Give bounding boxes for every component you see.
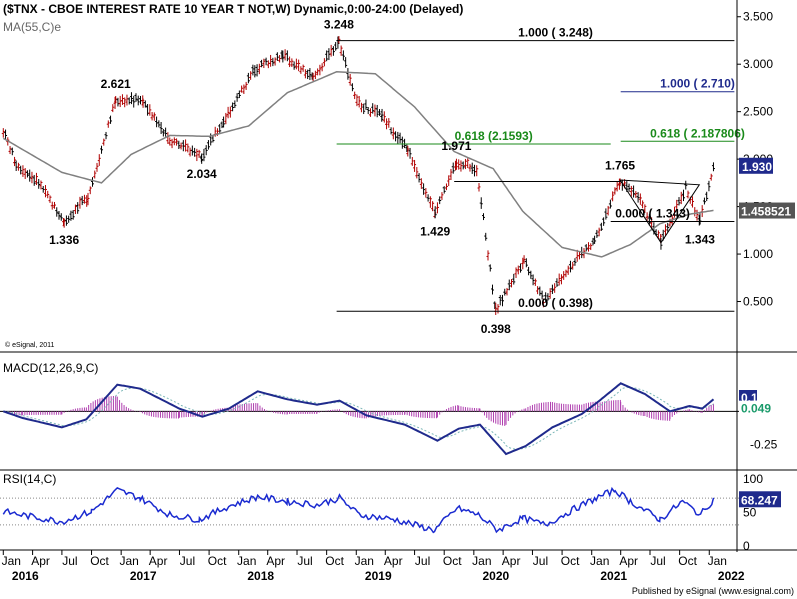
x-axis-month-label: Jul [180,554,195,568]
x-axis-month-label: Oct [561,554,580,568]
x-axis-month-label: Jan [119,554,138,568]
x-axis-month-label: Jan [2,554,21,568]
x-axis-month-label: Jan [590,554,609,568]
x-axis-year-label: 2019 [365,569,392,583]
x-axis-year-label: 2020 [482,569,509,583]
x-axis-month-label: Jul [297,554,312,568]
pivot-label: 2.621 [101,77,131,91]
x-axis-year-label: 2022 [718,569,745,583]
published-footer: Published by eSignal (www.esignal.com) [632,586,794,596]
pivot-label: 1.343 [685,233,715,247]
x-axis: Jan Apr Jul Oct Jan Apr Jul Oct Jan Apr Jul Oct Jan A… [2,0,745,583]
fibonacci-level-label: 0.000 ( 1.343) [615,207,690,221]
price-axis-label: 3.500 [743,10,773,24]
x-axis-year-label: 2017 [130,569,157,583]
macd-title: MACD(12,26,9,C) [3,361,98,375]
fibonacci-level-label: 1.000 ( 2.710) [660,77,735,91]
price-axis-label: 2.500 [743,105,773,119]
ma-value-box [739,202,795,219]
x-axis-month-label: Jan [237,554,256,568]
x-axis-month-label: Oct [678,554,697,568]
x-axis-month-label: Apr [619,554,638,568]
rsi-line [2,486,715,534]
x-axis-month-label: Apr [31,554,50,568]
signal-value-label: 0.049 [741,402,771,416]
ma-value-label: 1.458521 [741,205,791,219]
price-axis-label: 3.000 [743,57,773,71]
x-axis-month-label: Apr [266,554,285,568]
last-price-box [739,157,773,174]
copyright-label: © eSignal, 2011 [5,341,55,349]
price-axis-label: 1.000 [743,247,773,261]
x-axis-month-label: Jul [62,554,77,568]
rsi-axis-label: 100 [743,472,763,486]
macd-panel: MACD(12,26,9,C)0.10.049-0.25 [0,361,797,471]
x-axis-month-label: Jan [472,554,491,568]
pivot-label: 1.971 [441,139,471,153]
x-axis-month-label: Oct [443,554,462,568]
x-axis-month-label: Apr [502,554,521,568]
macd-axis-label: -0.25 [750,438,778,452]
fibonacci-level-label: 0.618 ( 2.187806) [650,126,745,140]
x-axis-month-label: Apr [149,554,168,568]
ma-55-line [2,71,714,258]
signal-value-box [739,400,773,417]
rsi-value-label: 68.247 [741,493,778,507]
x-axis-year-label: 2016 [12,569,39,583]
rsi-axis-label: 0 [743,539,750,553]
triangle-pattern [619,179,701,244]
pivot-label: 1.336 [49,233,79,247]
x-axis-month-label: Jul [650,554,665,568]
x-axis-month-label: Oct [208,554,227,568]
pivot-label: 1.765 [605,158,635,172]
x-axis-month-label: Jul [533,554,548,568]
rsi-value-box [739,491,781,508]
pivot-label: 3.248 [324,18,354,32]
fibonacci-level-label: 1.000 ( 3.248) [518,26,593,40]
x-axis-month-label: Jan [355,554,374,568]
fibonacci-level-label: 0.618 (2.1593) [455,129,533,143]
price-panel: 1.000 ( 3.248) 1.000 ( 2.710) 0.618 (2.159… [0,10,797,353]
rsi-axis-label: 50 [743,506,757,520]
x-axis-month-label: Oct [325,554,344,568]
ma-legend: MA(55,C)e [3,20,61,34]
last-price-label: 1.930 [742,160,772,174]
pivot-label: 0.398 [481,322,511,336]
rsi-title: RSI(14,C) [3,472,56,486]
price-axis-label: 0.500 [743,295,773,309]
rsi-panel: RSI(14,C) 100 50 0 68.247 [0,472,797,553]
x-axis-year-label: 2018 [247,569,274,583]
x-axis-month-label: Jul [415,554,430,568]
pivot-label: 1.429 [420,224,450,238]
macd-line [2,382,715,456]
fibonacci-level-label: 0.000 ( 0.398) [518,296,593,310]
x-axis-month-label: Oct [90,554,109,568]
x-axis-year-label: 2021 [600,569,627,583]
chart-title: ($TNX - CBOE INTEREST RATE 10 YEAR T NOT… [3,2,463,16]
x-axis-month-label: Apr [384,554,403,568]
x-axis-month-label: Jan [708,554,727,568]
pivot-label: 2.034 [187,167,217,181]
